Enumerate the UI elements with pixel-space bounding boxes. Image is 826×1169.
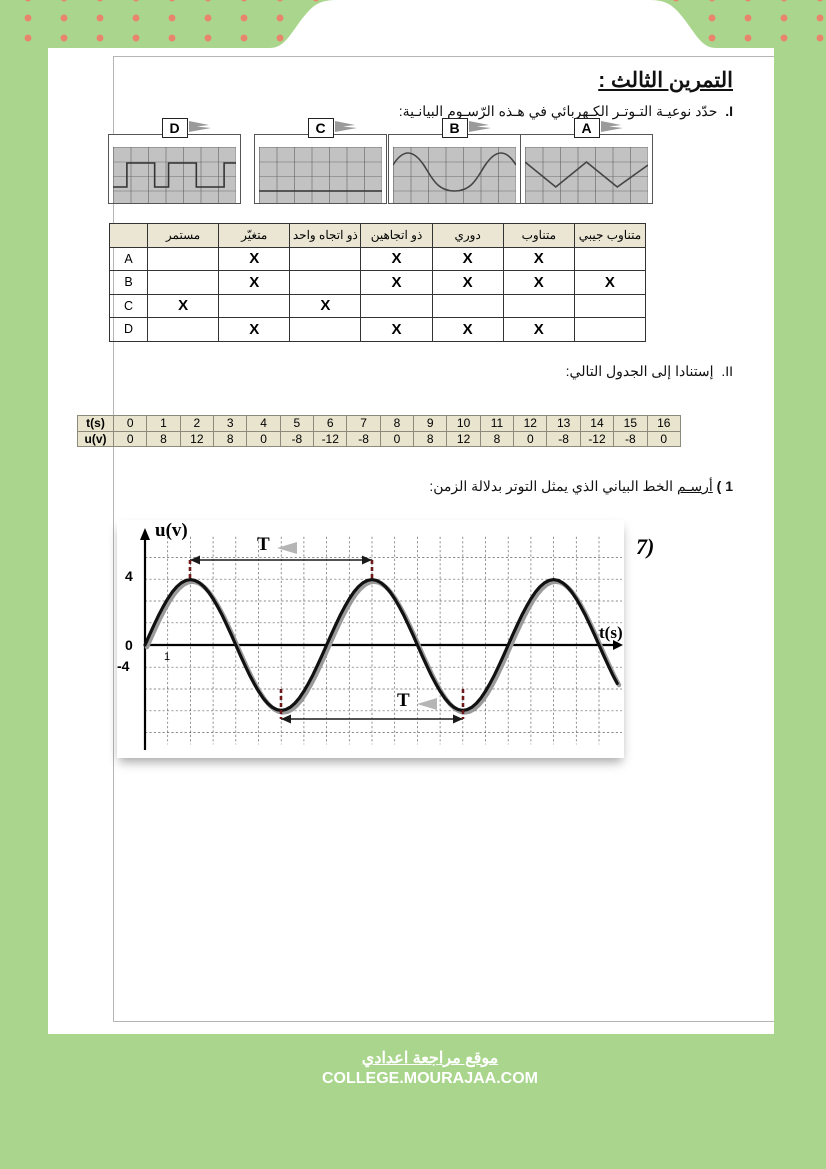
svg-text:-4: -4 (117, 658, 130, 674)
svg-text:T: T (397, 690, 410, 711)
svg-text:u(v): u(v) (155, 520, 188, 541)
svg-text:t(s): t(s) (599, 623, 623, 642)
svg-text:0: 0 (125, 637, 133, 653)
svg-text:1: 1 (164, 651, 170, 663)
svg-text:4: 4 (125, 568, 133, 584)
svg-text:T: T (257, 534, 270, 555)
